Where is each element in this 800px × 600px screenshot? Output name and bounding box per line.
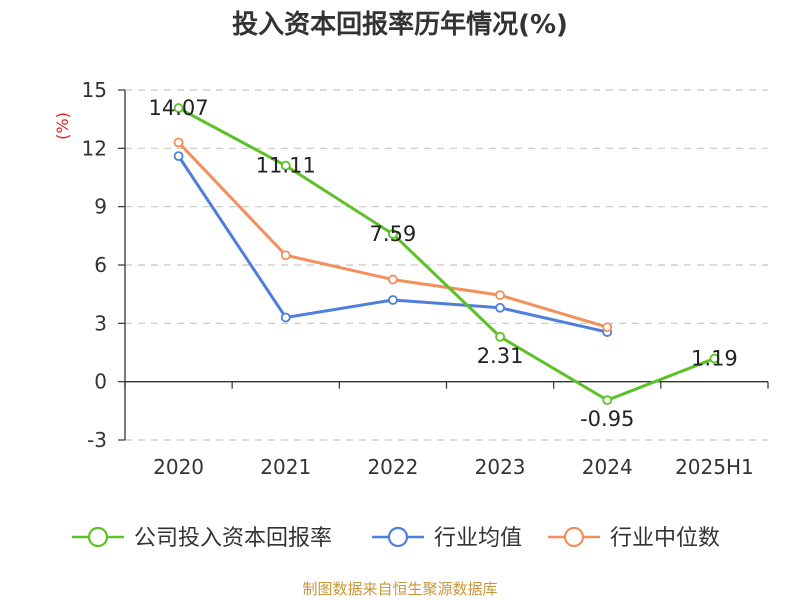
x-tick-label: 2025H1	[675, 455, 754, 479]
data-point	[173, 137, 184, 148]
data-point	[388, 229, 398, 239]
legend-marker	[87, 526, 109, 548]
data-point	[173, 103, 184, 113]
data-point	[495, 302, 505, 313]
legend-item[interactable]: 公司投入资本回报率	[72, 526, 332, 551]
legend: 公司投入资本回报率 行业均值 行业中位数	[72, 526, 720, 551]
data-point	[602, 322, 613, 333]
data-label: 11.11	[256, 154, 316, 178]
y-tick-label: 6	[94, 253, 107, 277]
data-point	[388, 274, 398, 285]
legend-item[interactable]: 行业均值	[372, 526, 522, 551]
legend-marker	[563, 526, 585, 548]
x-tick-label: 2021	[260, 455, 311, 479]
y-tick-label: 12	[82, 136, 107, 160]
data-point	[495, 331, 505, 342]
data-point	[602, 395, 613, 406]
series-lines	[177, 106, 715, 402]
y-tick-label: 15	[82, 78, 107, 102]
legend-label: 行业中位数	[610, 526, 720, 551]
data-label: 1.19	[691, 347, 738, 371]
data-source-note: 制图数据来自恒生聚源数据库	[302, 580, 498, 598]
legend-label: 行业均值	[434, 526, 522, 551]
data-label: 7.59	[370, 222, 417, 246]
data-label: 14.07	[149, 96, 209, 120]
legend-label: 公司投入资本回报率	[134, 526, 332, 551]
data-point	[280, 160, 291, 171]
data-point	[280, 312, 291, 323]
y-tick-labels: 15 12 9 6 3 0 -3	[82, 78, 107, 452]
series-line	[177, 106, 715, 402]
data-label: 2.31	[477, 344, 524, 368]
y-tick-label: 0	[94, 370, 107, 394]
x-tick-label: 2024	[582, 455, 633, 479]
x-tick-label: 2022	[367, 455, 418, 479]
chart-title: 投入资本回报率历年情况(%)	[232, 10, 568, 40]
y-tick-label: 3	[94, 311, 107, 335]
y-tick-label: -3	[87, 428, 107, 452]
x-tick-label: 2023	[475, 455, 526, 479]
data-point	[280, 250, 291, 261]
y-tick-label: 9	[94, 195, 107, 219]
x-tick-labels: 2020 2021 2022 2023 2024 2025H1	[153, 455, 754, 479]
data-label: -0.95	[580, 407, 634, 431]
data-labels: 14.07 11.11 7.59 2.31 -0.95 1.19	[149, 96, 738, 431]
data-point	[173, 151, 184, 162]
series-points	[173, 103, 720, 406]
x-tick-label: 2020	[153, 455, 204, 479]
grid-lines	[125, 89, 768, 441]
data-point	[709, 353, 720, 364]
axes	[118, 89, 769, 441]
legend-marker	[387, 526, 409, 548]
data-point	[388, 295, 398, 305]
data-point	[495, 290, 505, 301]
y-axis-label: (%)	[53, 112, 72, 140]
legend-item[interactable]: 行业中位数	[548, 526, 720, 551]
